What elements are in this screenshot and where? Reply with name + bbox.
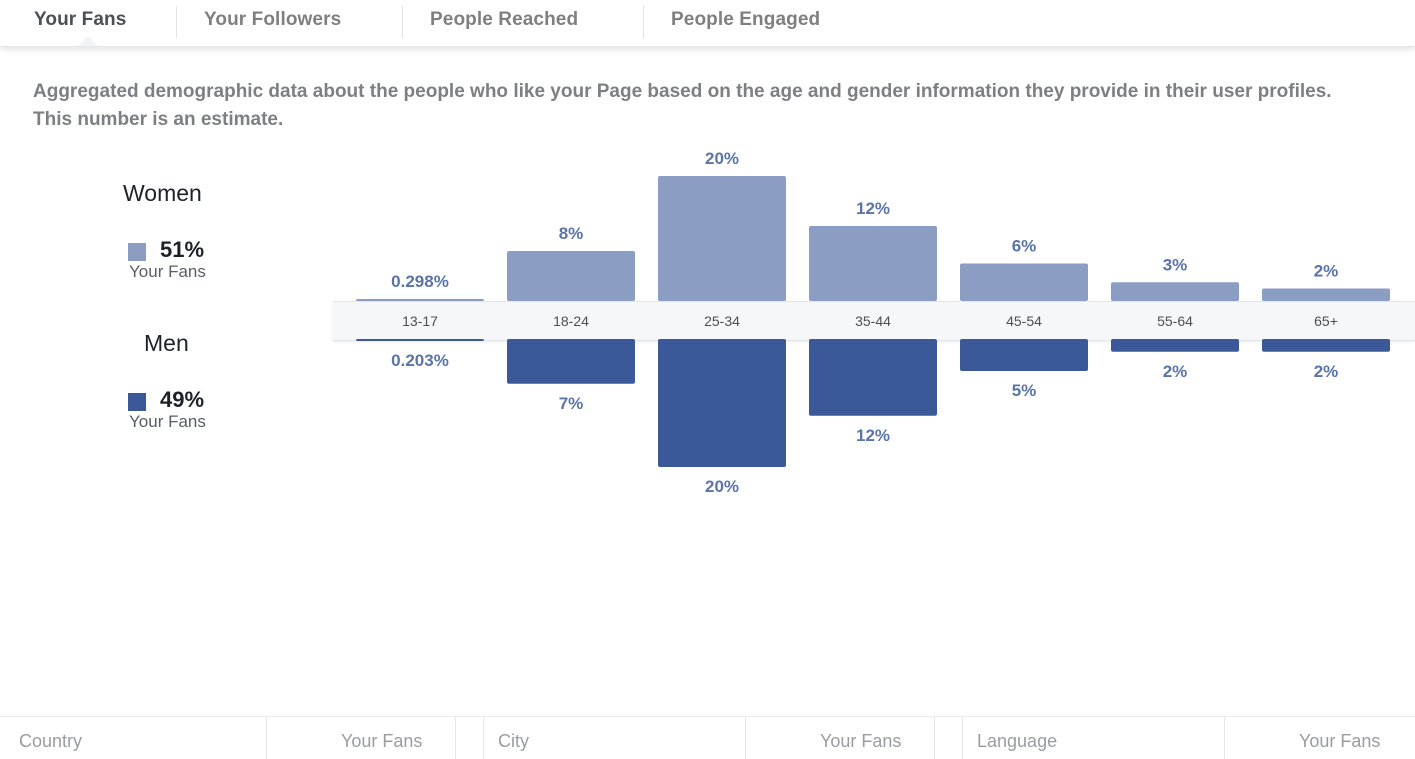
legend-women-swatch (128, 243, 146, 261)
legend-women-sub: Your Fans (129, 262, 206, 281)
men-bar[interactable] (1262, 339, 1390, 352)
tab-your-fans[interactable]: Your Fans (34, 9, 127, 30)
women-bar[interactable] (809, 226, 937, 301)
age-tick-label: 25-34 (704, 313, 740, 329)
men-bar[interactable] (507, 339, 635, 384)
column-divider (266, 717, 267, 759)
men-bar-label: 12% (856, 426, 890, 445)
tab-people-reached[interactable]: People Reached (430, 9, 579, 30)
legend-women-title: Women (123, 180, 202, 206)
men-bar[interactable] (960, 339, 1088, 371)
women-bar-label: 8% (559, 224, 584, 243)
country-fans-header[interactable]: Your Fans (341, 731, 423, 751)
description-text: Aggregated demographic data about the pe… (33, 81, 1332, 130)
women-bar-label: 3% (1163, 255, 1188, 274)
bottom-table-headers: Country Your Fans City Your Fans Languag… (0, 716, 1415, 759)
men-bar[interactable] (809, 339, 937, 416)
women-bar[interactable] (1111, 282, 1239, 301)
tab-people-engaged[interactable]: People Engaged (671, 9, 821, 30)
women-bar-label: 6% (1012, 237, 1037, 256)
men-bar-label: 2% (1314, 362, 1339, 381)
tab-divider (176, 6, 177, 38)
men-bar-label: 5% (1012, 381, 1037, 400)
age-tick-label: 18-24 (553, 313, 589, 329)
column-divider (745, 717, 746, 759)
tab-your-followers[interactable]: Your Followers (204, 9, 342, 30)
column-divider (962, 717, 963, 759)
women-bar-label: 2% (1314, 262, 1339, 281)
language-header[interactable]: Language (977, 731, 1058, 751)
legend-men-sub: Your Fans (129, 412, 206, 431)
age-tick-label: 35-44 (855, 313, 891, 329)
active-tab-caret (78, 36, 98, 46)
age-axis-band (333, 301, 1415, 341)
age-tick-label: 55-64 (1157, 313, 1193, 329)
city-fans-header[interactable]: Your Fans (820, 731, 902, 751)
column-divider (934, 717, 935, 759)
men-bar-label: 20% (705, 477, 739, 496)
column-divider (483, 717, 484, 759)
men-bar-label: 2% (1163, 362, 1188, 381)
tab-divider (402, 6, 403, 38)
legend-men-swatch (128, 393, 146, 411)
column-divider (1224, 717, 1225, 759)
men-bar-label: 7% (559, 394, 584, 413)
men-bar-label: 0.203% (391, 351, 449, 370)
women-bar[interactable] (356, 299, 484, 301)
men-bar[interactable] (658, 339, 786, 467)
age-gender-chart: 0.298% 0.203% 13-17 8% 7% 18-24 20% 20% 25-34 12%… (356, 149, 1390, 496)
men-bar[interactable] (356, 339, 484, 341)
men-bar[interactable] (1111, 339, 1239, 352)
women-bar[interactable] (1262, 288, 1390, 302)
age-tick-label: 13-17 (402, 313, 438, 329)
age-tick-label: 45-54 (1006, 313, 1042, 329)
language-fans-header[interactable]: Your Fans (1299, 731, 1381, 751)
age-tick-label: 65+ (1314, 313, 1338, 329)
legend-men-title: Men (144, 330, 189, 356)
women-bar[interactable] (658, 176, 786, 301)
women-bar-label: 20% (705, 149, 739, 168)
column-divider (455, 717, 456, 759)
legend-women-percent: 51% (160, 237, 205, 262)
legend-men-percent: 49% (160, 387, 205, 412)
women-bar[interactable] (960, 263, 1088, 302)
women-bar-label: 12% (856, 199, 890, 218)
country-header[interactable]: Country (19, 731, 83, 751)
women-bar-label: 0.298% (391, 272, 449, 291)
tab-divider (643, 6, 644, 38)
women-bar[interactable] (507, 251, 635, 301)
city-header[interactable]: City (498, 731, 529, 751)
tab-bar: Your Fans Your Followers People Reached … (0, 0, 1415, 47)
